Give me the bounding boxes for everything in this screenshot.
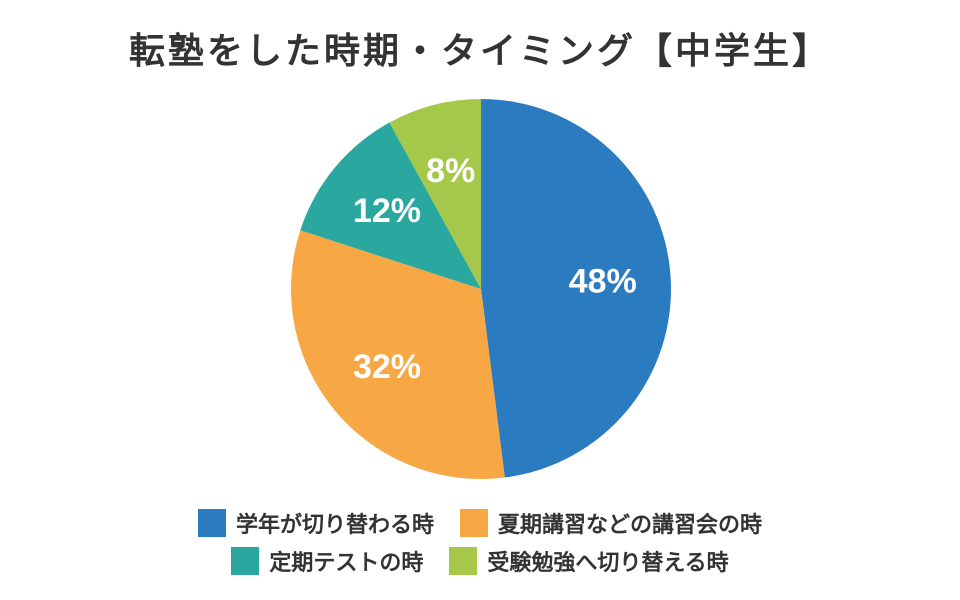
pie-chart: 48% 32% 12%8% xyxy=(291,98,672,480)
legend-item-summer-course: 夏期講習などの講習会の時 xyxy=(460,507,762,539)
legend-swatch-regular-test xyxy=(231,547,260,575)
legend-swatch-exam-prep xyxy=(449,547,478,575)
pie-slice-regular-test xyxy=(300,122,481,289)
legend-item-exam-prep: 受験勉強へ切り替える時 xyxy=(449,545,729,577)
legend-row-1: 学年が切り替わる時 夏期講習などの講習会の時 xyxy=(0,507,960,539)
pie-slice-summer-course xyxy=(291,230,505,480)
legend-label-regular-test: 定期テストの時 xyxy=(269,551,424,576)
legend-swatch-grade-change xyxy=(197,509,226,537)
chart-title: 転塾をした時期・タイミング【中学生】 xyxy=(128,31,831,72)
pie-label-grade-change: 48% xyxy=(569,262,637,300)
pie-label-regular-test: 12% xyxy=(353,192,421,230)
pie-slice-exam-prep xyxy=(389,99,481,289)
legend-label-grade-change: 学年が切り替わる時 xyxy=(235,513,434,538)
pie-label-exam-prep: 8% xyxy=(426,152,475,190)
legend-swatch-summer-course xyxy=(460,509,488,537)
legend-item-regular-test: 定期テストの時 xyxy=(231,545,423,577)
legend-item-grade-change: 学年が切り替わる時 xyxy=(197,507,434,539)
legend-label-exam-prep: 受験勉強へ切り替える時 xyxy=(487,551,729,576)
legend-row-2: 定期テストの時 受験勉強へ切り替える時 xyxy=(0,545,960,577)
legend-label-summer-course: 夏期講習などの講習会の時 xyxy=(498,513,763,538)
pie-slice-grade-change xyxy=(481,98,672,478)
pie-label-summer-course: 32% xyxy=(353,348,421,386)
